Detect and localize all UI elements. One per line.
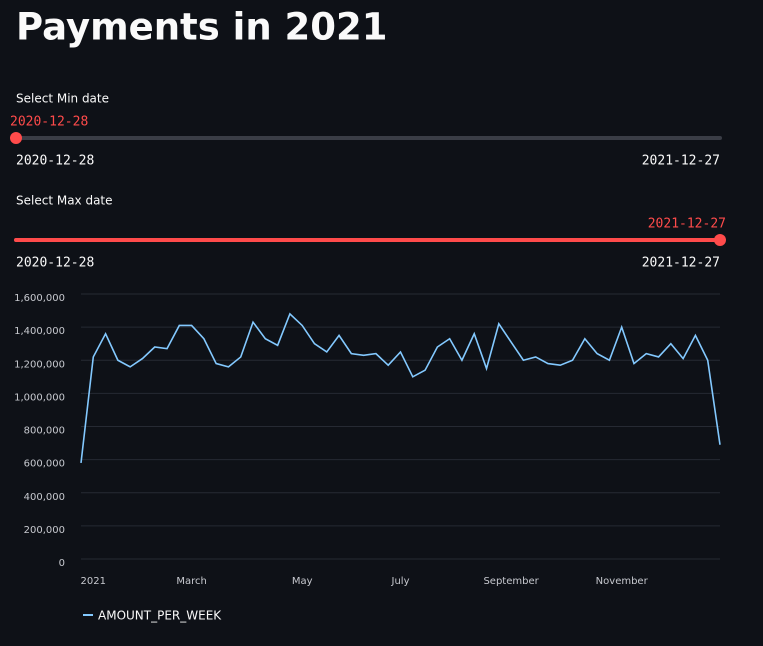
y-tick-label: 400,000 [24,492,65,503]
slider-value: 2020-12-28 [10,115,88,130]
page-title: Payments in 2021 [16,6,388,49]
slider-label: Select Min date [16,92,109,106]
y-tick-label: 1,600,000 [14,293,65,304]
slider-max: 2021-12-27 [642,154,720,169]
data-line [80,312,721,464]
sliders: Select Min date 2020-12-28 2020-12-28 2021-… [10,92,726,271]
y-tick-label: 600,000 [24,459,65,470]
y-tick-label: 200,000 [24,525,65,536]
slider-min: 2020-12-28 [16,154,94,169]
x-tick-label: November [596,576,649,587]
slider-max: 2021-12-27 [642,256,720,271]
y-tick-label: 1,000,000 [14,392,65,403]
x-tick-label: May [292,576,313,587]
slider-min: 2020-12-28 [16,256,94,271]
y-tick-label: 800,000 [24,426,65,437]
y-tick-label: 0 [59,558,65,569]
slider-thumb[interactable] [10,132,22,144]
chart: 0 200,000 400,000 600,000 800,000 1,000,000 1,… [14,293,721,623]
slider-value: 2021-12-27 [648,217,726,232]
x-tick-label: September [483,576,539,587]
legend-label: AMOUNT_PER_WEEK [98,609,222,623]
y-tick-label: 1,400,000 [14,326,65,337]
x-tick-label: March [176,576,206,587]
slider-label: Select Max date [16,194,113,208]
x-tick-label: July [391,576,410,587]
x-tick-label: 2021 [81,576,106,587]
y-tick-label: 1,200,000 [14,359,65,370]
slider-thumb[interactable] [714,234,726,246]
